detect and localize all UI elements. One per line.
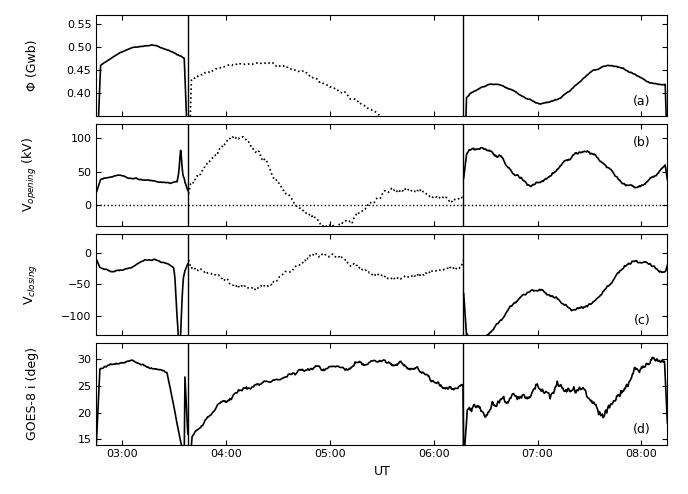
- X-axis label: UT: UT: [374, 465, 390, 478]
- Text: (c): (c): [634, 314, 650, 327]
- Y-axis label: GOES-8 i (deg): GOES-8 i (deg): [26, 347, 39, 441]
- Text: (d): (d): [632, 423, 650, 437]
- Text: (b): (b): [632, 136, 650, 150]
- Y-axis label: V$_{opening}$ (kV): V$_{opening}$ (kV): [21, 137, 39, 212]
- Y-axis label: V$_{closing}$: V$_{closing}$: [22, 264, 39, 305]
- Text: (a): (a): [633, 95, 650, 108]
- Y-axis label: Φ (Gwb): Φ (Gwb): [26, 40, 39, 91]
